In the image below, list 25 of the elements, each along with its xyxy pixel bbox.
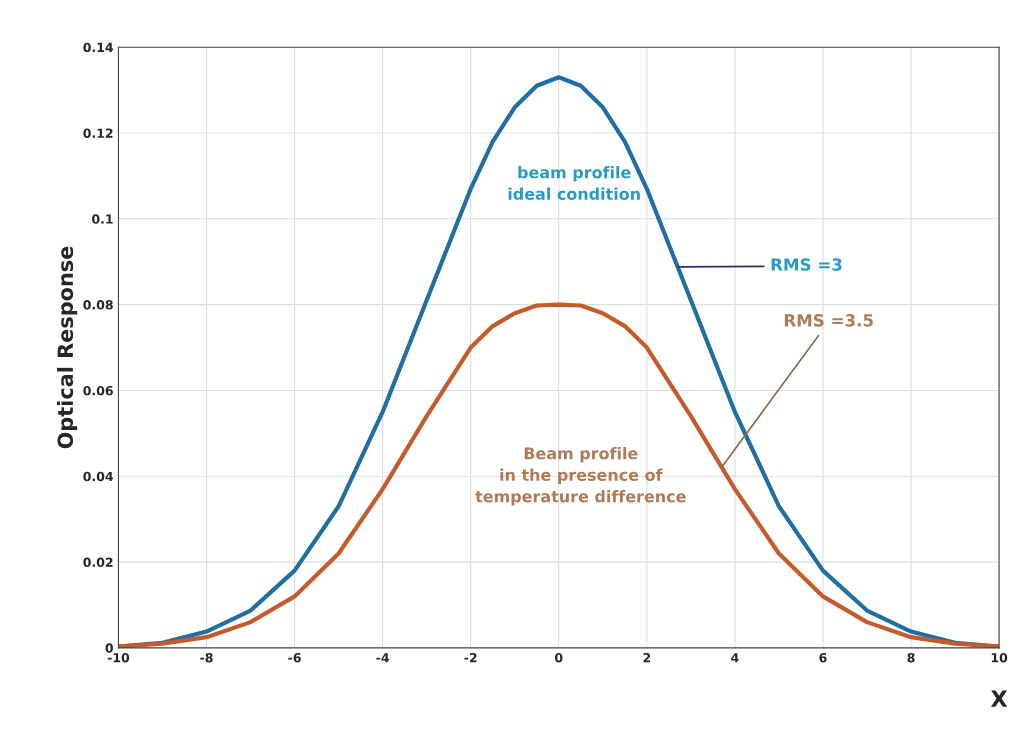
y-tick-label: 0.06: [83, 385, 113, 396]
y-tick-label: 0.12: [83, 128, 113, 138]
annotation: Beam profile in the presence of temperature difference: [475, 447, 686, 506]
y-tick-label: 0.14: [83, 42, 114, 53]
annotation: RMS =3.5: [784, 314, 873, 327]
y-tick-label: 0.02: [83, 557, 113, 567]
annotation: beam profile ideal condition: [508, 166, 640, 200]
x-tick-label: 4: [731, 653, 739, 663]
x-tick-label: -2: [464, 652, 477, 663]
annotation: RMS =3: [771, 258, 842, 271]
y-tick-label: 0.08: [83, 300, 113, 310]
y-axis-title: Optical Response: [57, 246, 78, 449]
x-tick-label: 10: [991, 652, 1008, 663]
y-tick-label: 0: [105, 643, 113, 653]
x-tick-label: -4: [376, 653, 390, 663]
x-tick-label: 2: [643, 652, 651, 663]
x-tick-label: -10: [107, 652, 130, 663]
x-tick-label: -6: [288, 652, 301, 663]
x-tick-label: 6: [819, 652, 827, 663]
y-tick-label: 0.04: [83, 471, 114, 482]
x-tick-label: 0: [555, 652, 563, 663]
x-axis-title: X: [990, 690, 1008, 707]
x-tick-label: 8: [907, 652, 915, 663]
y-tick-label: 0.1: [92, 214, 113, 224]
x-tick-label: -8: [200, 652, 213, 663]
